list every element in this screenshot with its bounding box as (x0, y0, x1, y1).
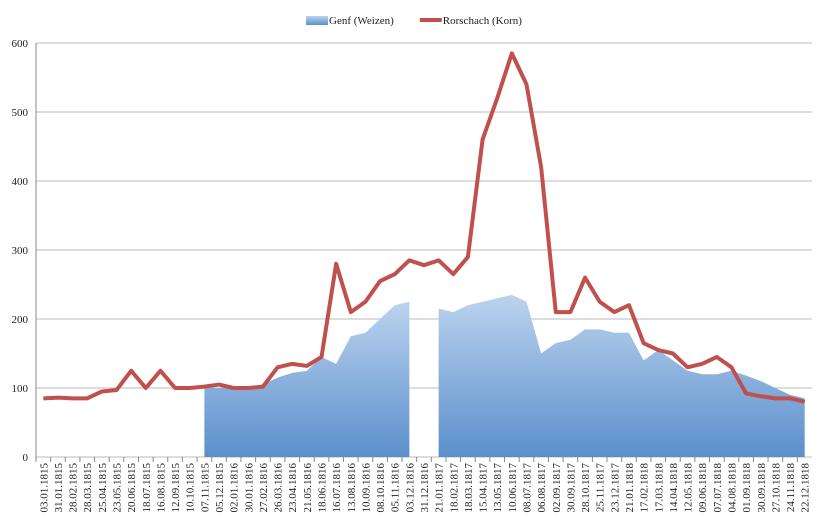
x-tick-label: 08.10.1816 (375, 463, 387, 513)
line (43, 51, 806, 404)
x-tick-label: 07.11.1815 (199, 463, 211, 513)
legend-label: Rorschach (Korn) (443, 15, 522, 27)
x-tick-label: 16.08.1815 (155, 463, 167, 513)
x-tick-label: 31.01.1815 (53, 463, 65, 513)
y-tick-label: 400 (12, 176, 29, 188)
x-tick-label: 21.01.1817 (434, 463, 446, 513)
x-tick-label: 23.12.1817 (609, 463, 621, 513)
x-tick-label: 16.07.1816 (331, 463, 343, 513)
x-tick-label: 18.02.1817 (448, 463, 460, 513)
y-tick-label: 200 (12, 314, 29, 326)
x-tick-label: 25.04.1815 (97, 463, 109, 513)
x-tick-label: 31.12.1816 (419, 463, 431, 513)
x-tick-label: 07.07.1818 (712, 463, 724, 513)
x-tick-label: 22.12.1818 (800, 463, 812, 513)
x-tick-label: 26.03.1816 (273, 463, 285, 513)
x-tick-label: 09.06.1818 (697, 463, 709, 513)
x-tick-label: 03.12.1816 (404, 463, 416, 513)
x-tick-label: 10.10.1815 (185, 463, 197, 513)
x-tick-label: 13.08.1816 (346, 463, 358, 513)
y-tick-label: 500 (12, 107, 29, 119)
x-tick-label: 30.09.1817 (565, 463, 577, 513)
x-tick-label: 17.02.1818 (639, 463, 651, 513)
x-tick-label: 10.09.1816 (360, 463, 372, 513)
x-tick-label: 30.01.1816 (243, 463, 255, 513)
x-tick-label: 12.09.1815 (170, 463, 182, 513)
x-tick-label: 28.10.1817 (580, 463, 592, 513)
x-tick-label: 27.10.1818 (770, 463, 782, 513)
area (438, 294, 805, 457)
x-tick-label: 05.12.1815 (214, 463, 226, 513)
x-tick-label: 28.03.1815 (82, 463, 94, 513)
x-tick-label: 17.03.1818 (653, 463, 665, 513)
x-tick-label: 25.11.1817 (595, 463, 607, 513)
legend-label: Genf (Weizen) (329, 15, 394, 27)
x-tick-label: 15.04.1817 (478, 463, 490, 513)
x-tick-label: 18.06.1816 (317, 463, 329, 513)
x-tick-label: 01.09.1818 (741, 463, 753, 513)
x-tick-label: 10.06.1817 (507, 463, 519, 513)
x-tick-label: 21.05.1816 (302, 463, 314, 513)
x-tick-label: 18.07.1815 (141, 463, 153, 513)
x-tick-label: 23.05.1815 (112, 463, 124, 513)
x-tick-label: 28.02.1815 (68, 463, 80, 513)
x-tick-label: 04.08.1818 (726, 463, 738, 513)
x-tick-label: 24.11.1818 (785, 463, 797, 513)
x-tick-label: 21.01.1818 (624, 463, 636, 513)
x-tick-label: 20.06.1815 (126, 463, 138, 513)
x-tick-label: 02.09.1817 (551, 463, 563, 513)
x-tick-label: 12.05.1818 (683, 463, 695, 513)
legend-swatch (306, 16, 328, 25)
x-tick-label: 27.02.1816 (258, 463, 270, 513)
x-tick-label: 30.09.1818 (756, 463, 768, 513)
y-tick-label: 300 (12, 245, 29, 257)
x-tick-label: 06.08.1817 (536, 463, 548, 513)
x-tick-label: 08.07.1817 (521, 463, 533, 513)
x-tick-label: 14.04.1818 (668, 463, 680, 513)
y-tick-label: 600 (12, 38, 29, 50)
x-tick-label: 05.11.1816 (390, 463, 402, 513)
y-tick-label: 0 (23, 452, 29, 464)
x-tick-label: 03.01.1815 (38, 463, 50, 513)
x-tick-label: 18.03.1817 (463, 463, 475, 513)
x-tick-label: 02.01.1816 (229, 463, 241, 513)
y-tick-label: 100 (12, 383, 29, 395)
x-tick-label: 13.05.1817 (492, 463, 504, 513)
area (204, 301, 410, 457)
x-tick-label: 23.04.1816 (287, 463, 299, 513)
